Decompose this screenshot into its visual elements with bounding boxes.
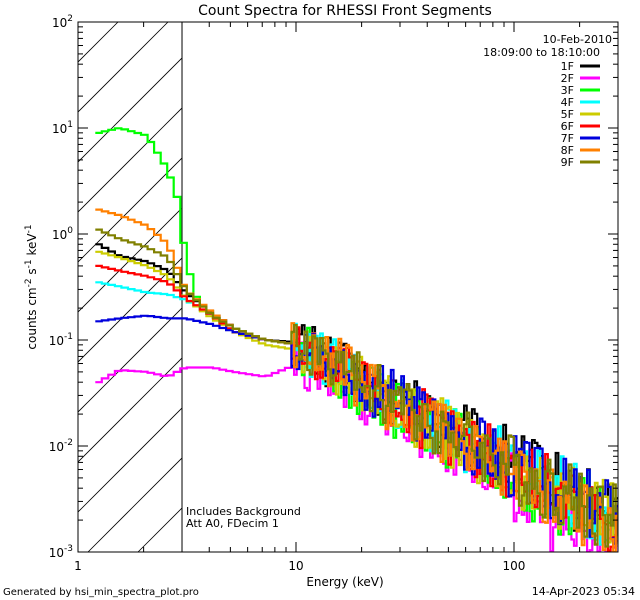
hatch-line <box>78 407 183 513</box>
hatch-line <box>0 22 18 552</box>
hatch-line <box>78 207 183 313</box>
legend-label-3F: 3F <box>561 84 574 97</box>
x-tick-label: 10 <box>288 559 303 573</box>
y-tick-label: 10-1 <box>49 332 73 348</box>
x-tick-label: 1 <box>74 559 82 573</box>
hatch-line <box>78 57 183 163</box>
date-label: 10-Feb-2010 <box>543 33 612 46</box>
y-tick-label: 10-2 <box>49 438 73 454</box>
legend-label-2F: 2F <box>561 72 574 85</box>
hatch-line <box>0 22 68 552</box>
timestamp-label: 14-Apr-2023 05:34 <box>532 585 635 598</box>
legend-label-6F: 6F <box>561 120 574 133</box>
time-range-label: 18:09:00 to 18:10:00 <box>483 46 600 59</box>
annotation-attenuator: Att A0, FDecim 1 <box>186 517 279 530</box>
hatch-line <box>78 307 183 413</box>
legend-label-1F: 1F <box>561 60 574 73</box>
generated-by-label: Generated by hsi_min_spectra_plot.pro <box>3 587 199 598</box>
y-tick-label: 100 <box>52 226 73 242</box>
hatch-line <box>78 107 183 213</box>
legend-label-7F: 7F <box>561 132 574 145</box>
y-tick-label: 102 <box>52 14 73 30</box>
legend-label-9F: 9F <box>561 156 574 169</box>
hatch-line <box>78 257 183 363</box>
y-axis-label: counts cm-2 s-1 keV-1 <box>24 224 39 349</box>
x-axis-label: Energy (keV) <box>306 575 383 589</box>
y-tick-label: 101 <box>52 120 73 136</box>
plot-frame <box>77 21 619 553</box>
chart-title: Count Spectra for RHESSI Front Segments <box>198 3 492 19</box>
y-tick-label: 10-3 <box>49 544 73 560</box>
hatched-region <box>0 22 183 552</box>
x-tick-label: 100 <box>503 559 526 573</box>
legend-label-5F: 5F <box>561 108 574 121</box>
legend-label-4F: 4F <box>561 96 574 109</box>
hatch-line <box>78 22 119 63</box>
hatch-line <box>78 157 183 263</box>
series-line-9F <box>95 228 618 548</box>
annotation-background: Includes Background <box>186 505 301 518</box>
hatch-line <box>78 22 169 113</box>
legend-label-8F: 8F <box>561 144 574 157</box>
hatch-line <box>87 457 183 552</box>
